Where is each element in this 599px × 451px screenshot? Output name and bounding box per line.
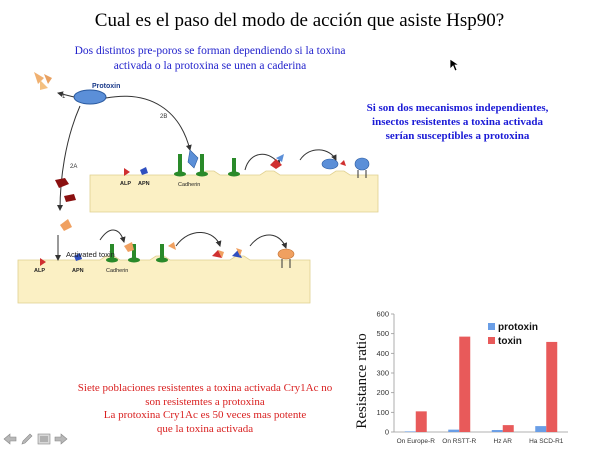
x-tick-label: On RSTT-R <box>442 438 476 445</box>
finding-line-2: son resistemtes a protoxina <box>145 395 265 408</box>
bar-protoxin <box>535 426 547 432</box>
pen-icon[interactable] <box>19 432 35 446</box>
bar-protoxin <box>448 429 460 432</box>
protoxin-label: Protoxin <box>92 83 120 90</box>
mouse-cursor-icon <box>449 58 459 72</box>
toxin-bound-cadherin-icon <box>124 242 140 263</box>
prepore-icon-lower-2 <box>232 248 242 258</box>
y-axis-title: Resistance ratio <box>354 333 370 428</box>
hypothesis-note: Si son dos mecanismos independientes, in… <box>350 101 565 143</box>
cadherin-label: Cadherin <box>178 182 200 188</box>
x-tick-label: On Europe-R <box>397 438 436 445</box>
activated-toxin-icon <box>60 219 72 231</box>
arrow-path-1 <box>57 91 75 98</box>
legend-swatch-toxin <box>488 337 495 344</box>
y-tick-label: 100 <box>376 408 389 417</box>
legend-label-toxin: toxin <box>498 336 522 347</box>
prepore-icon-lower-1 <box>212 250 224 258</box>
bar-toxin <box>415 411 427 432</box>
x-tick-label: Hz AR <box>494 438 513 445</box>
crystal-icon <box>34 72 52 90</box>
apn-receptor-icon <box>140 167 148 175</box>
finding-line-3: La protoxina Cry1Ac es 50 veces mas pote… <box>103 409 307 421</box>
apn-label: APN <box>138 181 150 187</box>
activated-toxin-label: Activated toxin <box>66 250 115 259</box>
path-2b-label: 2B <box>160 114 167 120</box>
pore-icon-upper <box>354 157 370 178</box>
alp-label-lower: ALP <box>34 268 45 274</box>
finding-line-4: que la toxina activada <box>156 422 254 435</box>
protoxin-shape <box>73 89 107 105</box>
cadherin-receptor-icon <box>174 154 186 177</box>
arrow-path-2a <box>57 105 81 211</box>
alp-receptor-icon <box>124 168 130 176</box>
resistance-findings: Siete poblaciones resistentes a toxina a… <box>40 382 370 436</box>
bar-toxin <box>502 425 514 432</box>
resistance-ratio-chart: 0 100 200 300 400 500 600 Resistance ratio On Eu… <box>354 310 568 445</box>
pore-icon-lower <box>277 248 295 268</box>
y-tick-label: 500 <box>376 329 389 338</box>
y-tick-label: 300 <box>376 369 389 378</box>
x-tick-label: Ha SCD-R1 <box>529 438 564 445</box>
apn-label-lower: APN <box>72 268 84 274</box>
subtitle-line-2: activada o la protoxina se unen a caderi… <box>113 60 307 72</box>
bar-protoxin <box>491 430 503 432</box>
menu-icon[interactable] <box>36 432 52 446</box>
toxin-intermediate-icon <box>55 178 69 188</box>
protoxin-bound-cadherin-icon <box>187 149 208 177</box>
y-tick-label: 400 <box>376 349 389 358</box>
forward-arrow-icon[interactable] <box>53 432 69 446</box>
bar-toxin <box>546 341 558 432</box>
slide-title: Cual es el paso del modo de acción que a… <box>94 10 505 31</box>
prepore-icon-upper-1 <box>270 154 284 169</box>
path-1-label: 1 <box>62 94 66 100</box>
alp-receptor-icon-lower <box>40 258 46 266</box>
subtitle-line-1: Dos distintos pre-poros se forman depend… <box>74 45 346 57</box>
cell-membrane-upper <box>89 170 379 213</box>
cadherin-receptor-icon-2 <box>228 158 240 177</box>
arrow-path-2b <box>105 95 192 151</box>
legend-label-protoxin: protoxin <box>498 322 538 333</box>
alp-label: ALP <box>120 181 131 187</box>
mode-of-action-diagram: 1 Protoxin 2B 2A ALP APN Cadherin <box>17 72 379 304</box>
apn-receptor-icon-lower <box>74 253 82 261</box>
path-2a-label: 2A <box>70 164 77 170</box>
toxin-intermediate-icon-2 <box>64 194 76 202</box>
cadherin-label-lower: Cadherin <box>106 268 128 274</box>
prepore-icon-upper-2 <box>321 158 346 170</box>
y-tick-label: 600 <box>376 310 389 319</box>
cadherin-receptor-icon-lower-2 <box>156 242 176 263</box>
finding-line-1: Siete poblaciones resistentes a toxina a… <box>77 382 333 394</box>
note-line-2: insectos resistentes a toxina activada <box>372 116 543 128</box>
note-line-3: serían susceptibles a protoxina <box>385 130 530 142</box>
cadherin-receptor-icon-lower <box>106 244 118 263</box>
cell-membrane-lower <box>17 255 311 304</box>
legend-swatch-protoxin <box>488 323 495 330</box>
slide-subtitle: Dos distintos pre-poros se forman depend… <box>40 44 380 74</box>
note-line-1: Si son dos mecanismos independientes, <box>366 102 549 114</box>
bar-toxin <box>459 336 471 432</box>
bar-protoxin <box>404 431 416 432</box>
y-tick-label: 0 <box>385 428 389 437</box>
y-tick-label: 200 <box>376 388 389 397</box>
back-arrow-icon[interactable] <box>2 432 18 446</box>
